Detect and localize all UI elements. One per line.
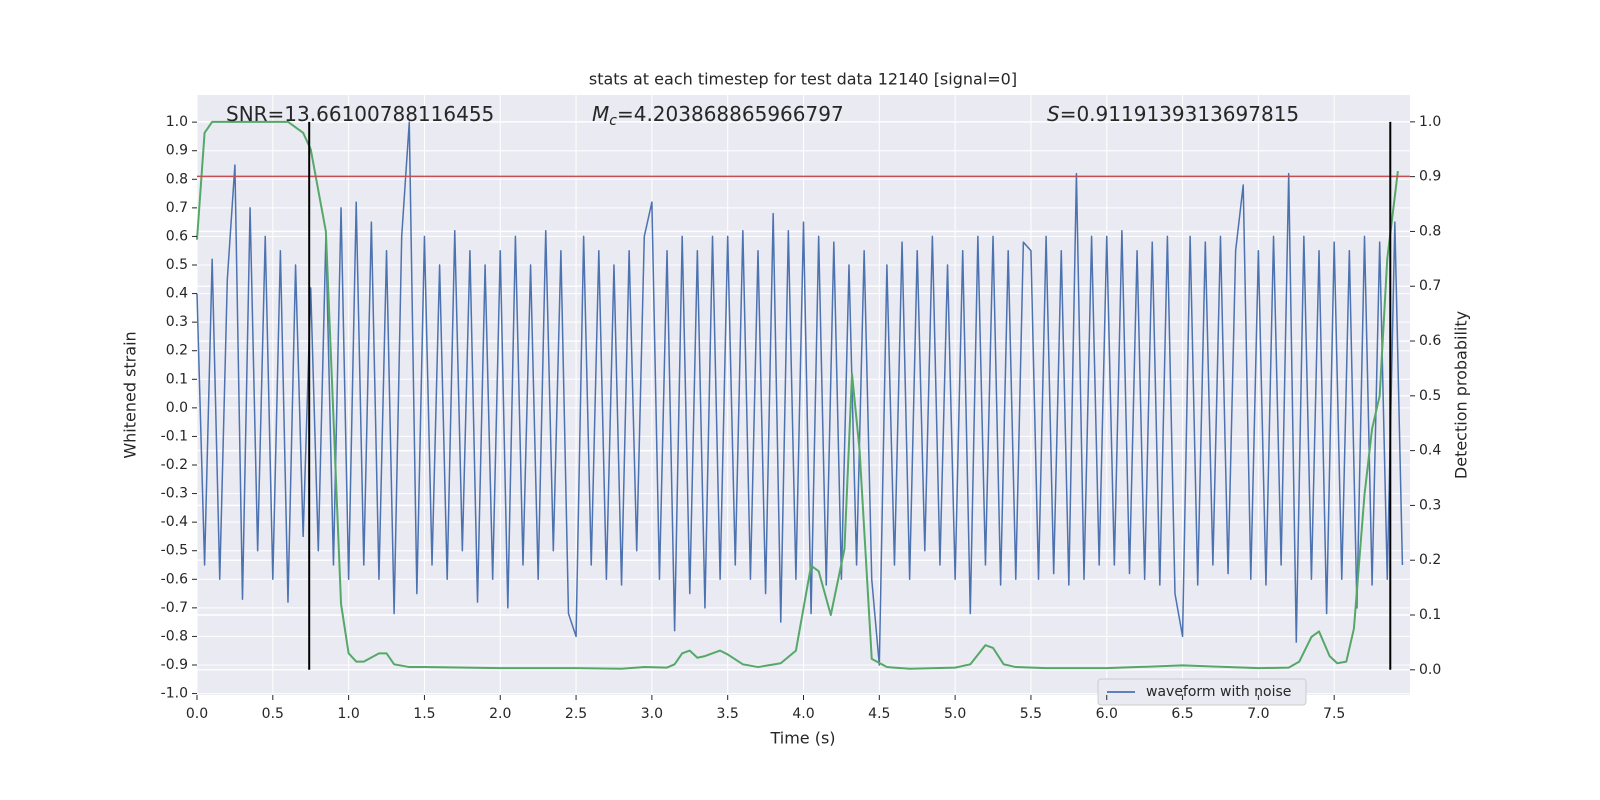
- x-tick-label: 5.5: [1020, 706, 1042, 722]
- x-tick-label: 2.5: [565, 706, 587, 722]
- legend: waveform with noise: [1097, 678, 1307, 706]
- y-tick-label: 0.6: [166, 228, 188, 244]
- s-annotation: S=0.9119139313697815: [1047, 102, 1299, 126]
- x-tick-label: 6.0: [1096, 706, 1118, 722]
- waveform-line: [196, 121, 1404, 666]
- x-tick-label: 1.5: [413, 706, 435, 722]
- mc-symbol: M: [592, 102, 609, 126]
- chart-title: stats at each timestep for test data 121…: [589, 70, 1017, 89]
- y-tick-label: -0.5: [161, 543, 188, 559]
- x-tick-label: 2.0: [489, 706, 511, 722]
- x-tick-label: 3.5: [717, 706, 739, 722]
- y-tick-label: 0.5: [166, 257, 188, 273]
- x-tick-label: 4.0: [792, 706, 814, 722]
- y-tick-label: 0.7: [166, 200, 188, 216]
- x-tick-label: 7.5: [1323, 706, 1345, 722]
- y-tick-label: -0.6: [161, 571, 188, 587]
- x-tick-label: 0.5: [262, 706, 284, 722]
- y-tick-label: -0.8: [161, 628, 188, 644]
- y-tick-label: 0.4: [166, 286, 188, 302]
- x-tick-label: 6.5: [1171, 706, 1193, 722]
- snr-annotation: SNR=13.66100788116455: [226, 102, 494, 126]
- x-tick-label: 5.0: [944, 706, 966, 722]
- x-tick-label: 0.0: [186, 706, 208, 722]
- y-tick-label: -0.7: [161, 600, 188, 616]
- s-symbol: S: [1047, 102, 1060, 126]
- y-tick-label: 0.2: [166, 343, 188, 359]
- y2-axis-label: Detection probability: [1452, 311, 1471, 479]
- y2-tick-label: 0.8: [1419, 223, 1441, 239]
- legend-box: [1097, 678, 1307, 706]
- mc-value: =4.203868865966797: [617, 102, 844, 126]
- y2-tick-label: 0.2: [1419, 552, 1441, 568]
- y-tick-label: 0.1: [166, 371, 188, 387]
- y-tick-label: -1.0: [161, 686, 188, 702]
- y-tick-label: -0.1: [161, 428, 188, 444]
- y-tick-label: -0.4: [161, 514, 188, 530]
- x-tick-label: 4.5: [868, 706, 890, 722]
- y-tick-label: 1.0: [166, 114, 188, 130]
- x-axis-label: Time (s): [769, 729, 835, 748]
- x-tick-label: 3.0: [641, 706, 663, 722]
- x-tick-label: 7.0: [1247, 706, 1269, 722]
- y2-tick-label: 0.5: [1419, 388, 1441, 404]
- y2-tick-label: 0.0: [1419, 662, 1441, 678]
- y-tick-label: 0.8: [166, 171, 188, 187]
- y-tick-label: 0.9: [166, 143, 188, 159]
- legend-label: waveform with noise: [1146, 684, 1291, 700]
- mc-subscript: c: [609, 113, 617, 129]
- x-tick-label: 1.0: [337, 706, 359, 722]
- y2-tick-label: 0.1: [1419, 607, 1441, 623]
- y2-tick-label: 0.4: [1419, 443, 1441, 459]
- y-tick-label: 0.3: [166, 314, 188, 330]
- y2-tick-label: 0.9: [1419, 169, 1441, 185]
- y-tick-label: -0.9: [161, 657, 188, 673]
- y-tick-label: 0.0: [166, 400, 188, 416]
- y2-tick-label: 0.3: [1419, 497, 1441, 513]
- mc-annotation: Mc=4.203868865966797: [592, 102, 844, 129]
- s-value: =0.9119139313697815: [1060, 102, 1299, 126]
- y2-tick-label: 0.7: [1419, 278, 1441, 294]
- y-tick-label: -0.3: [161, 486, 188, 502]
- y2-tick-label: 1.0: [1419, 114, 1441, 130]
- y-tick-label: -0.2: [161, 457, 188, 473]
- y2-tick-label: 0.6: [1419, 333, 1441, 349]
- probability-line: [196, 120, 1399, 670]
- y-axis-label: Whitened strain: [121, 331, 140, 458]
